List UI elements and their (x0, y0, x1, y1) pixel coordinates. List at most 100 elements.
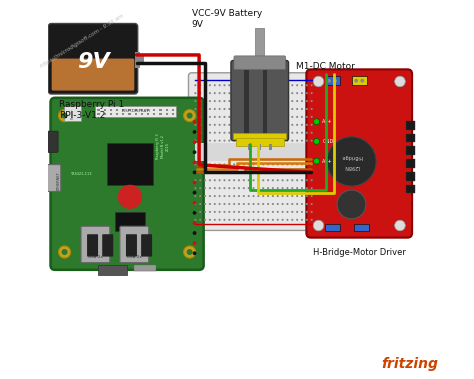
Text: DSI (DISPLAY): DSI (DISPLAY) (122, 110, 150, 113)
Circle shape (301, 203, 303, 205)
Circle shape (238, 139, 240, 142)
Circle shape (219, 139, 221, 142)
Circle shape (247, 100, 250, 102)
Circle shape (192, 150, 196, 154)
Circle shape (199, 132, 201, 134)
Circle shape (228, 187, 230, 189)
Circle shape (223, 84, 226, 86)
Circle shape (306, 203, 308, 205)
Circle shape (199, 124, 201, 126)
Circle shape (277, 132, 279, 134)
Circle shape (253, 92, 255, 94)
Circle shape (296, 163, 298, 166)
Text: 9V: 9V (77, 52, 109, 72)
Circle shape (247, 187, 250, 189)
Circle shape (291, 132, 293, 134)
Circle shape (209, 84, 211, 86)
Circle shape (243, 92, 245, 94)
Circle shape (228, 100, 230, 102)
Circle shape (310, 211, 313, 213)
Circle shape (291, 108, 293, 110)
Circle shape (204, 211, 206, 213)
Circle shape (228, 139, 230, 142)
Circle shape (296, 179, 298, 181)
Circle shape (291, 219, 293, 221)
Circle shape (223, 139, 226, 142)
Circle shape (223, 132, 226, 134)
Circle shape (194, 124, 196, 126)
Circle shape (238, 195, 240, 197)
Circle shape (233, 179, 235, 181)
Circle shape (233, 139, 235, 142)
Circle shape (204, 108, 206, 110)
Circle shape (262, 116, 264, 118)
Circle shape (277, 124, 279, 126)
Circle shape (194, 219, 196, 221)
Circle shape (301, 100, 303, 102)
Circle shape (327, 79, 331, 83)
Circle shape (214, 116, 216, 118)
Circle shape (192, 120, 196, 124)
Circle shape (310, 84, 313, 86)
Bar (406, 146, 415, 155)
Circle shape (301, 124, 303, 126)
Bar (258, 144, 261, 150)
Circle shape (306, 132, 308, 134)
Bar (325, 76, 340, 85)
Circle shape (277, 139, 279, 142)
Circle shape (257, 139, 259, 142)
Circle shape (306, 195, 308, 197)
Circle shape (262, 139, 264, 142)
Bar (255, 28, 264, 63)
Circle shape (247, 139, 250, 142)
Circle shape (296, 116, 298, 118)
Circle shape (267, 100, 269, 102)
Bar (141, 113, 143, 115)
Circle shape (214, 100, 216, 102)
Circle shape (301, 108, 303, 110)
Circle shape (277, 195, 279, 197)
Circle shape (219, 203, 221, 205)
Circle shape (360, 79, 364, 83)
FancyBboxPatch shape (81, 226, 110, 263)
Circle shape (262, 124, 264, 126)
Circle shape (282, 139, 283, 142)
Circle shape (233, 203, 235, 205)
Circle shape (272, 139, 274, 142)
FancyBboxPatch shape (45, 131, 58, 152)
Text: A2+: A2+ (322, 119, 333, 124)
Circle shape (296, 124, 298, 126)
Circle shape (282, 195, 283, 197)
Circle shape (272, 108, 274, 110)
Circle shape (262, 171, 264, 173)
Circle shape (209, 211, 211, 213)
Circle shape (282, 179, 283, 181)
Circle shape (214, 187, 216, 189)
Circle shape (291, 100, 293, 102)
Circle shape (257, 124, 259, 126)
Circle shape (223, 179, 226, 181)
Circle shape (277, 92, 279, 94)
Circle shape (204, 139, 206, 142)
Circle shape (238, 163, 240, 166)
Circle shape (209, 179, 211, 181)
Circle shape (238, 171, 240, 173)
Text: https://microdigisoft.com - 9:59 am: https://microdigisoft.com - 9:59 am (39, 13, 124, 69)
Circle shape (192, 171, 196, 174)
Circle shape (199, 116, 201, 118)
Circle shape (233, 108, 235, 110)
Circle shape (247, 195, 250, 197)
Circle shape (306, 108, 308, 110)
Circle shape (272, 132, 274, 134)
Circle shape (219, 84, 221, 86)
Circle shape (214, 211, 216, 213)
Circle shape (58, 246, 71, 258)
Bar (325, 224, 340, 231)
Circle shape (262, 219, 264, 221)
Circle shape (257, 92, 259, 94)
Circle shape (192, 140, 196, 144)
Circle shape (209, 187, 211, 189)
Circle shape (306, 124, 308, 126)
Circle shape (314, 138, 319, 144)
Circle shape (58, 110, 71, 122)
